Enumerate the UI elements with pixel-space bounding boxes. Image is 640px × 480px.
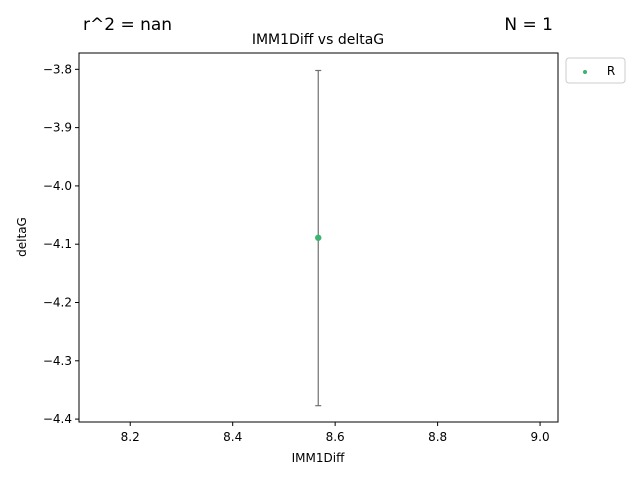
y-tick-label: −4.0 bbox=[43, 179, 72, 193]
plot-frame bbox=[78, 52, 559, 423]
y-tick-label: −4.4 bbox=[43, 412, 72, 426]
y-tick-label: −4.3 bbox=[43, 354, 72, 368]
r-squared-label: r^2 = nan bbox=[83, 15, 172, 35]
plot-marks bbox=[315, 69, 322, 407]
x-axis-ticks: 8.2 8.4 8.6 8.8 9.0 bbox=[121, 422, 550, 444]
legend-box bbox=[565, 57, 626, 84]
chart-title: IMM1Diff vs deltaG bbox=[252, 32, 384, 48]
data-point bbox=[315, 234, 322, 241]
legend-label: R bbox=[607, 64, 615, 78]
y-axis-label: deltaG bbox=[15, 217, 29, 257]
y-tick-label: −4.2 bbox=[43, 295, 72, 309]
y-axis-ticks: −3.8 −3.9 −4.0 −4.1 −4.2 −4.3 −4.4 bbox=[43, 62, 79, 426]
y-tick-label: −3.9 bbox=[43, 121, 72, 135]
y-tick-label: −3.8 bbox=[43, 62, 72, 76]
legend-marker bbox=[583, 70, 587, 74]
sample-count-label: N = 1 bbox=[504, 15, 553, 35]
x-tick-label: 8.8 bbox=[428, 430, 447, 444]
x-tick-label: 8.2 bbox=[121, 430, 140, 444]
x-tick-label: 9.0 bbox=[531, 430, 550, 444]
x-tick-label: 8.6 bbox=[326, 430, 345, 444]
x-axis-label: IMM1Diff bbox=[292, 451, 345, 465]
x-tick-label: 8.4 bbox=[223, 430, 242, 444]
y-tick-label: −4.1 bbox=[43, 237, 72, 251]
legend: R bbox=[565, 57, 626, 84]
